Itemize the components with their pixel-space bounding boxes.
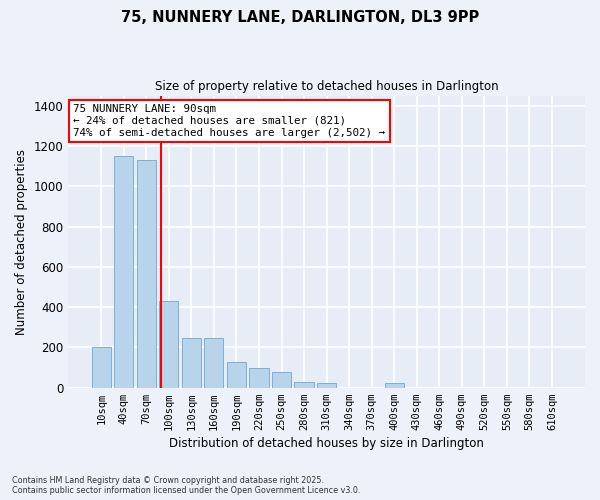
Bar [385, 382, 404, 388]
Text: Contains HM Land Registry data © Crown copyright and database right 2025.
Contai: Contains HM Land Registry data © Crown c… [12, 476, 361, 495]
Bar [114, 156, 133, 388]
Bar [137, 160, 156, 388]
X-axis label: Distribution of detached houses by size in Darlington: Distribution of detached houses by size … [169, 437, 484, 450]
Bar [182, 338, 201, 388]
Bar [92, 348, 111, 388]
Text: 75 NUNNERY LANE: 90sqm
← 24% of detached houses are smaller (821)
74% of semi-de: 75 NUNNERY LANE: 90sqm ← 24% of detached… [73, 104, 385, 138]
Text: 75, NUNNERY LANE, DARLINGTON, DL3 9PP: 75, NUNNERY LANE, DARLINGTON, DL3 9PP [121, 10, 479, 25]
Bar [227, 362, 246, 388]
Bar [159, 301, 178, 388]
Bar [317, 382, 336, 388]
Y-axis label: Number of detached properties: Number of detached properties [15, 148, 28, 334]
Title: Size of property relative to detached houses in Darlington: Size of property relative to detached ho… [155, 80, 499, 93]
Bar [295, 382, 314, 388]
Bar [205, 338, 223, 388]
Bar [250, 368, 269, 388]
Bar [272, 372, 291, 388]
